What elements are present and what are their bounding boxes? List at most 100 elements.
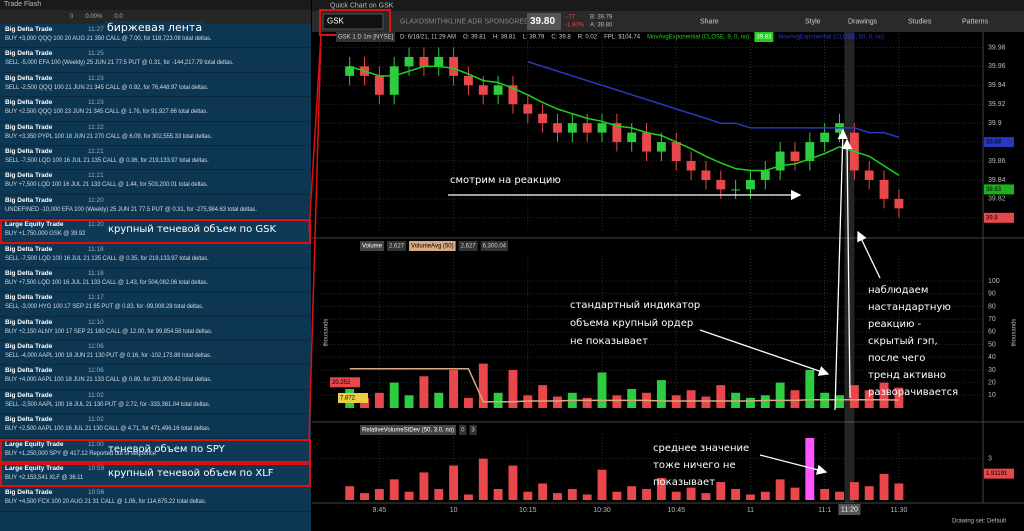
candle-body [493,85,503,95]
bar [612,395,622,408]
candle-body [879,179,889,199]
trade-row: Big Delta Trade 11:10 BUY +2,150 ALNY 100 … [0,317,311,342]
tab-title: Quick Chart on GSK [330,2,394,9]
legend-text: O: 39.81 [463,35,487,41]
bar [849,482,859,500]
legend-text: 6,300.04 [483,244,507,250]
candle-body [656,142,666,152]
bar [582,397,592,408]
x-tick-label: 10:15 [519,507,537,514]
annotation: после чего [868,353,925,364]
toolbar-value: 0.0 [114,14,123,20]
legend-box [480,241,508,251]
change: -.77 [565,15,576,21]
trade-row: Big Delta Trade 11:02 BUY +2,500 AAPL 100 … [0,414,311,439]
legend-text: L: 39.79 [523,35,545,41]
trade-time: 11:02 [88,391,104,399]
trade-row: Big Delta Trade 10:56 BUY +4,500 FCX 100 2… [0,487,311,512]
y-tick-label: 90 [988,291,996,298]
candle-body [419,56,429,67]
toolbar-button[interactable]: Style [805,18,821,25]
candle-body [508,85,518,105]
trade-note: крупный теневой объем по GSK [108,224,277,236]
y-tick-label: 40 [988,354,996,361]
bar [612,491,622,500]
price-flag-label: 39.88 [986,140,1002,146]
toolbar-button[interactable]: Patterns [962,18,989,25]
y-tick-label: 20 [988,379,996,386]
price-flag-label: 39.8 [986,215,998,221]
series-line [527,60,900,139]
toolbar-value: 0 [70,14,74,20]
trade-text: BUY +1,750,000 GSK @ 39.92 [5,231,86,238]
trade-text: BUY +4,000 AAPL 100 18 JUN 21 133 CALL @… [5,377,212,384]
bar [463,397,473,408]
trade-time: 10:56 [88,489,105,497]
panel-toolbar: 0 0.00% 0.0 [0,10,311,24]
trade-row: Big Delta Trade 11:06 SELL -4,000 AAPL 100… [0,341,311,366]
legend-text: 39.83 [756,35,772,41]
trade-head: Big Delta Trade 11:20 [5,197,307,207]
bar [463,494,473,500]
legend-box [360,425,457,435]
trade-time: 11:06 [88,367,104,375]
price-flag [984,137,1014,148]
bar [864,486,874,500]
bar [716,482,726,500]
arrow [759,454,828,475]
trade-text: BUY +7,500 LQD 100 16 JUL 21 133 CALL @ … [5,279,209,286]
bar [879,473,889,500]
toolbar-button[interactable]: Share [700,18,719,25]
symbol-input[interactable] [322,13,384,30]
candle-body [775,151,785,171]
cursor-band [844,32,855,503]
axis-label: thousands [1012,319,1018,347]
trade-text: SELL -7,500 LQD 100 16 JUL 21 135 CALL @… [5,157,209,164]
toolbar-button[interactable]: Drawings [848,18,878,25]
legend-text: R: 0.02 [578,35,598,41]
trade-type: Big Delta Trade [5,26,53,33]
trade-time: 11:20 [88,196,104,204]
legend-text: FPL: $104.74 [604,35,641,41]
x-tick-label: 10:30 [593,507,611,514]
candle-body [612,123,622,143]
toolbar-button[interactable]: Studies [908,18,932,25]
trade-head: Big Delta Trade 11:06 [5,367,307,377]
trade-type: Big Delta Trade [5,489,53,497]
legend-box [754,32,774,42]
y-tick-label: 39.86 [988,158,1006,165]
trade-time: 10:59 [88,465,105,473]
trade-text: BUY +3,000 QQQ 100 20 AUG 21 350 CALL @ … [5,36,212,42]
y-tick-label: 30 [988,367,996,374]
trade-type: Big Delta Trade [5,294,53,302]
bar [553,493,562,500]
series-line [349,367,899,403]
bar [478,458,488,500]
trade-row: Big Delta Trade 11:27 BUY +3,000 QQQ 100 2… [0,24,311,49]
x-tick-label: 9:45 [373,507,387,514]
annotation: среднее значение [653,443,749,454]
y-tick-label: 70 [988,316,996,323]
bar [746,397,755,408]
bar [360,493,369,500]
bar [894,483,904,500]
trade-note: теневой объем по SPY [108,443,225,455]
y-tick-label: 50 [988,341,996,348]
candle-body [894,198,904,209]
trade-type: Big Delta Trade [5,196,53,204]
y-tick-label: 10 [988,392,996,399]
annotation: разворачивается [868,387,958,398]
trade-head: Big Delta Trade 11:18 [5,270,307,280]
toolbar-value: 0.00% [85,14,103,20]
candle-body [538,113,548,124]
drawing-set: Drawing set: Default [952,519,1006,525]
trade-text: SELL -5,000 EFA 100 (Weekly) 25 JUN 21 7… [5,60,234,67]
trade-type: Big Delta Trade [5,343,53,351]
annotation: объема крупный ордер [570,318,693,329]
company: GLAXOSMITHKLINE ADR SPONSORED [400,18,529,25]
trade-time: 11:18 [88,245,104,253]
annotation: наблюдаем [868,285,928,296]
trade-head: Big Delta Trade 11:25 [5,50,307,60]
y-tick-label: 80 [988,303,996,310]
price-flag [338,393,368,404]
